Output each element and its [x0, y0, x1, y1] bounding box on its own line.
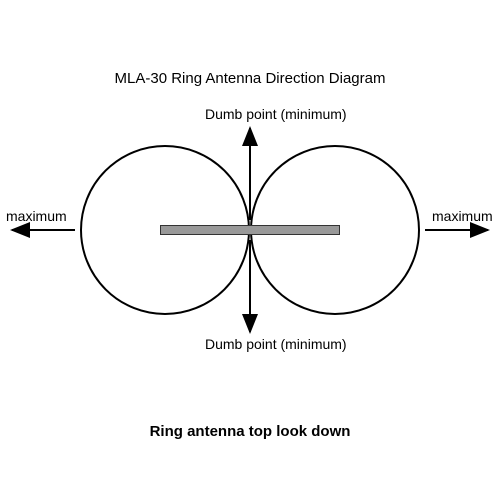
top-label: Dumb point (minimum) — [205, 106, 347, 122]
antenna-bar — [160, 225, 340, 235]
antenna-diagram: Dumb point (minimum) Dumb point (minimum… — [0, 100, 500, 360]
right-label: maximum — [432, 208, 493, 224]
bottom-label: Dumb point (minimum) — [205, 336, 347, 352]
diagram-caption: Ring antenna top look down — [150, 423, 351, 440]
left-label: maximum — [6, 208, 67, 224]
diagram-title: MLA-30 Ring Antenna Direction Diagram — [115, 70, 386, 87]
